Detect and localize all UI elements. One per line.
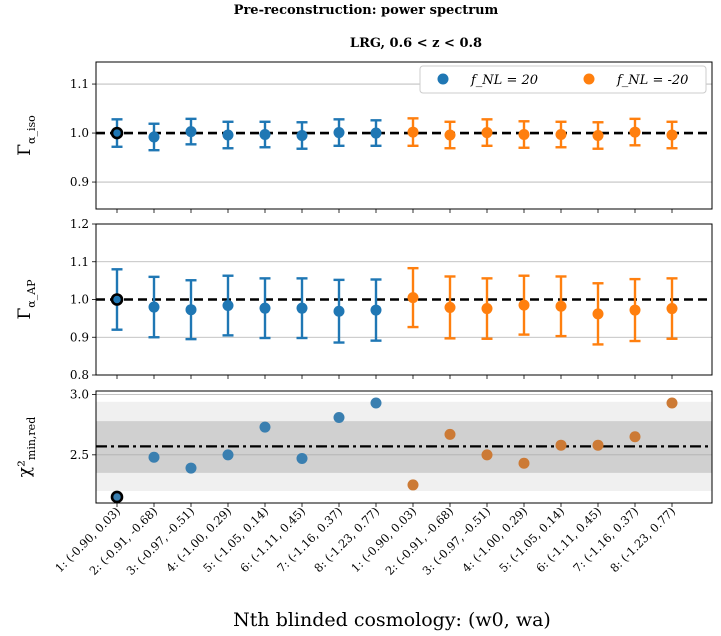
y-tick-label: 0.9 bbox=[70, 330, 89, 344]
x-tick-label: 8: (-1.23, 0.77) bbox=[311, 504, 382, 575]
data-point bbox=[444, 129, 456, 141]
legend: f_NL = 20 f_NL = -20 bbox=[419, 65, 707, 94]
y-tick-label: 1.1 bbox=[70, 255, 89, 269]
panel-3: 2.5 3.0 χ²min,red bbox=[15, 388, 713, 507]
y-tick-label: 0.9 bbox=[70, 175, 89, 189]
x-tick-label: 4: (-1.00, 0.29) bbox=[163, 504, 234, 575]
data-point bbox=[110, 293, 124, 306]
y-tick-label: 1.0 bbox=[70, 126, 89, 140]
x-tick-label: 4: (-1.00, 0.29) bbox=[459, 504, 530, 575]
data-point bbox=[555, 300, 567, 312]
y-axis-label: χ²min,red bbox=[15, 417, 38, 477]
data-point bbox=[185, 304, 197, 316]
data-point bbox=[296, 302, 308, 314]
panel-2: 0.8 0.9 1.0 1.1 1.2 Γα_AP bbox=[15, 217, 713, 382]
panel-frame bbox=[95, 61, 713, 210]
data-point bbox=[333, 411, 345, 423]
x-tick-label: 5: (-1.05, 0.14) bbox=[200, 504, 271, 575]
y-tick-label: 1.1 bbox=[70, 77, 89, 91]
data-point bbox=[629, 304, 641, 316]
y-axis-label: Γα_AP bbox=[15, 279, 38, 320]
data-point bbox=[148, 131, 160, 143]
x-tick-label: 7: (-1.16, 0.37) bbox=[274, 504, 345, 575]
data-point bbox=[259, 421, 271, 433]
data-point bbox=[592, 439, 604, 451]
plot-area: 0.9 1.0 1.1 Γα_iso 0.8 0.9 1.0 1.1 1.2 Γα_AP 2.5 3.… bbox=[15, 61, 713, 578]
data-point bbox=[222, 300, 234, 312]
x-tick-label: 7: (-1.16, 0.37) bbox=[570, 504, 641, 575]
x-tick-label: 5: (-1.05, 0.14) bbox=[496, 504, 567, 575]
data-point bbox=[444, 428, 456, 440]
data-point bbox=[222, 449, 234, 461]
data-point bbox=[518, 129, 530, 141]
data-point bbox=[148, 451, 160, 463]
data-point bbox=[370, 127, 382, 139]
data-point bbox=[481, 303, 493, 315]
data-point bbox=[296, 452, 308, 464]
legend-label: f_NL = 20 bbox=[470, 73, 538, 88]
data-point bbox=[518, 299, 530, 311]
data-point bbox=[148, 301, 160, 313]
data-point bbox=[370, 397, 382, 409]
data-point bbox=[555, 439, 567, 451]
data-point bbox=[110, 490, 124, 504]
data-point bbox=[110, 126, 124, 140]
data-point bbox=[222, 129, 234, 141]
y-tick-label: 1.0 bbox=[70, 293, 89, 307]
legend-frame bbox=[419, 65, 707, 94]
data-point bbox=[666, 397, 678, 409]
data-point bbox=[629, 431, 641, 443]
data-point bbox=[333, 305, 345, 317]
x-tick-label: 1: (-0.90, 0.03) bbox=[348, 504, 419, 575]
data-point bbox=[518, 457, 530, 469]
data-point bbox=[666, 303, 678, 315]
data-point bbox=[481, 449, 493, 461]
chart-suptitle: Pre-reconstruction: power spectrum bbox=[234, 3, 499, 18]
y-tick-label: 3.0 bbox=[70, 388, 89, 402]
x-tick-label: 1: (-0.90, 0.03) bbox=[52, 504, 123, 575]
data-point bbox=[592, 130, 604, 141]
y-tick-label: 2.5 bbox=[70, 448, 89, 462]
data-point bbox=[592, 308, 604, 320]
data-point bbox=[666, 129, 678, 141]
data-point bbox=[333, 127, 345, 139]
data-point bbox=[444, 301, 456, 313]
data-point bbox=[407, 126, 419, 138]
data-point bbox=[296, 130, 308, 141]
data-point bbox=[259, 129, 271, 141]
chart-title: LRG, 0.6 < z < 0.8 bbox=[350, 36, 482, 51]
data-point bbox=[185, 462, 197, 474]
panel-frame bbox=[95, 223, 713, 376]
panel-frame bbox=[95, 390, 713, 504]
data-point bbox=[481, 127, 493, 139]
legend-label: f_NL = -20 bbox=[616, 73, 688, 88]
data-point bbox=[185, 126, 197, 138]
y-tick-label: 0.8 bbox=[70, 368, 89, 382]
data-point bbox=[407, 292, 419, 304]
y-axis-label: Γα_iso bbox=[15, 115, 38, 156]
legend-marker bbox=[583, 73, 595, 85]
panel-1: 0.9 1.0 1.1 Γα_iso bbox=[15, 61, 713, 213]
x-axis-label: Nth blinded cosmology: (w0, wa) bbox=[233, 609, 551, 631]
data-point bbox=[259, 302, 271, 314]
x-tick-label: 6: (-1.11, 0.45) bbox=[533, 504, 604, 575]
data-point bbox=[629, 126, 641, 138]
data-point bbox=[370, 304, 382, 316]
x-tick-label: 8: (-1.23, 0.77) bbox=[607, 504, 678, 575]
data-point bbox=[407, 479, 419, 491]
x-tick-label: 6: (-1.11, 0.45) bbox=[237, 504, 308, 575]
y-tick-label: 1.2 bbox=[70, 217, 89, 231]
data-point bbox=[555, 129, 567, 141]
legend-marker bbox=[437, 73, 449, 85]
